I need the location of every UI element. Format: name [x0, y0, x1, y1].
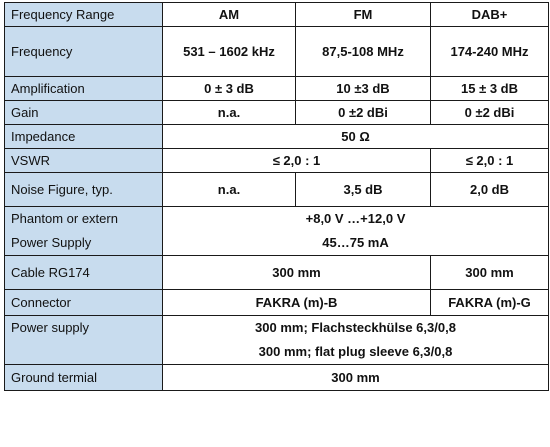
amplification-dab: 15 ± 3 dB	[430, 76, 549, 101]
row-label-gain: Gain	[4, 100, 163, 125]
gain-fm: 0 ±2 dBi	[295, 100, 431, 125]
table-row: Amplification 0 ± 3 dB 10 ±3 dB 15 ± 3 d…	[4, 76, 549, 101]
cable-dab: 300 mm	[430, 255, 549, 290]
amplification-fm: 10 ±3 dB	[295, 76, 431, 101]
header-dab: DAB+	[430, 2, 549, 27]
cable-am-fm: 300 mm	[162, 255, 431, 290]
header-am: AM	[162, 2, 296, 27]
frequency-am: 531 – 1602 kHz	[162, 26, 296, 77]
phantom-voltage: +8,0 V …+12,0 V	[305, 211, 406, 226]
table-header-row: Frequency Range AM FM DAB+	[4, 2, 549, 27]
table-row: Phantom or extern Power Supply +8,0 V …+…	[4, 206, 549, 256]
row-label-cable: Cable RG174	[4, 255, 163, 290]
phantom-label-line1: Phantom or extern	[11, 211, 118, 226]
spec-table: Frequency Range AM FM DAB+ Frequency 531…	[4, 2, 549, 391]
table-row: Impedance 50 Ω	[4, 124, 549, 149]
row-label-power-supply: Power supply	[4, 315, 163, 365]
amplification-am: 0 ± 3 dB	[162, 76, 296, 101]
phantom-label-line2: Power Supply	[11, 235, 92, 250]
row-label-impedance: Impedance	[4, 124, 163, 149]
table-row: Noise Figure, typ. n.a. 3,5 dB 2,0 dB	[4, 172, 549, 207]
row-label-amplification: Amplification	[4, 76, 163, 101]
gain-dab: 0 ±2 dBi	[430, 100, 549, 125]
noise-fm: 3,5 dB	[295, 172, 431, 207]
table-row: Connector FAKRA (m)-B FAKRA (m)-G	[4, 289, 549, 316]
header-fm: FM	[295, 2, 431, 27]
connector-am-fm: FAKRA (m)-B	[162, 289, 431, 316]
row-label-phantom-power: Phantom or extern Power Supply	[4, 206, 163, 256]
row-label-ground-terminal: Ground termial	[4, 364, 163, 391]
power-supply-value: 300 mm; Flachsteckhülse 6,3/0,8 300 mm; …	[162, 315, 549, 365]
spec-table-container: Frequency Range AM FM DAB+ Frequency 531…	[4, 2, 549, 391]
noise-dab: 2,0 dB	[430, 172, 549, 207]
connector-dab: FAKRA (m)-G	[430, 289, 549, 316]
frequency-dab: 174-240 MHz	[430, 26, 549, 77]
table-row: Frequency 531 – 1602 kHz 87,5-108 MHz 17…	[4, 26, 549, 77]
table-row: Power supply 300 mm; Flachsteckhülse 6,3…	[4, 315, 549, 365]
header-frequency-range: Frequency Range	[4, 2, 163, 27]
table-row: Cable RG174 300 mm 300 mm	[4, 255, 549, 290]
row-label-frequency: Frequency	[4, 26, 163, 77]
impedance-value: 50 Ω	[162, 124, 549, 149]
phantom-current: 45…75 mA	[322, 235, 389, 250]
vswr-dab: ≤ 2,0 : 1	[430, 148, 549, 173]
power-supply-line-english: 300 mm; flat plug sleeve 6,3/0,8	[258, 344, 453, 359]
ground-terminal-value: 300 mm	[162, 364, 549, 391]
row-label-connector: Connector	[4, 289, 163, 316]
row-label-vswr: VSWR	[4, 148, 163, 173]
vswr-am-fm: ≤ 2,0 : 1	[162, 148, 431, 173]
frequency-fm: 87,5-108 MHz	[295, 26, 431, 77]
table-row: Ground termial 300 mm	[4, 364, 549, 391]
row-label-noise-figure: Noise Figure, typ.	[4, 172, 163, 207]
phantom-power-value: +8,0 V …+12,0 V 45…75 mA	[162, 206, 549, 256]
power-supply-line-german: 300 mm; Flachsteckhülse 6,3/0,8	[255, 320, 456, 335]
noise-am: n.a.	[162, 172, 296, 207]
table-row: VSWR ≤ 2,0 : 1 ≤ 2,0 : 1	[4, 148, 549, 173]
gain-am: n.a.	[162, 100, 296, 125]
table-row: Gain n.a. 0 ±2 dBi 0 ±2 dBi	[4, 100, 549, 125]
